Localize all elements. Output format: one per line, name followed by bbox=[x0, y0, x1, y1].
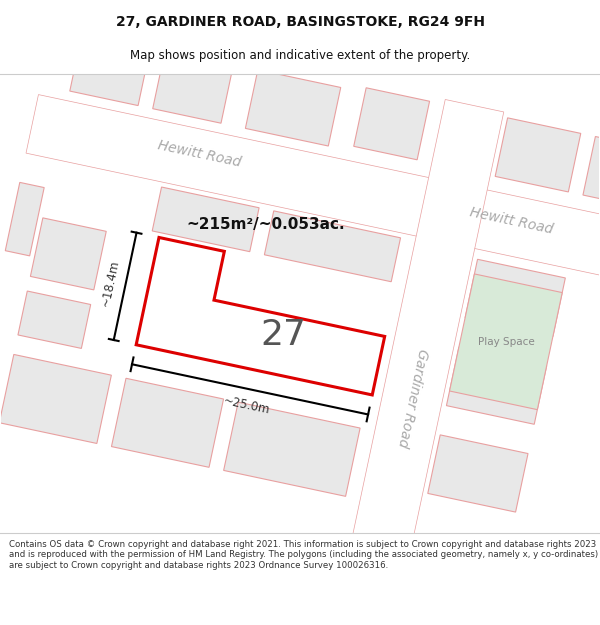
Text: 27, GARDINER ROAD, BASINGSTOKE, RG24 9FH: 27, GARDINER ROAD, BASINGSTOKE, RG24 9FH bbox=[115, 15, 485, 29]
Text: 27: 27 bbox=[260, 318, 306, 352]
Text: Hewitt Road: Hewitt Road bbox=[156, 139, 242, 170]
Polygon shape bbox=[18, 291, 91, 348]
Text: Map shows position and indicative extent of the property.: Map shows position and indicative extent… bbox=[130, 49, 470, 62]
Polygon shape bbox=[112, 378, 224, 468]
Polygon shape bbox=[583, 136, 600, 204]
Text: Contains OS data © Crown copyright and database right 2021. This information is : Contains OS data © Crown copyright and d… bbox=[9, 540, 598, 570]
Text: ~25.0m: ~25.0m bbox=[222, 394, 271, 418]
Polygon shape bbox=[0, 354, 112, 444]
Text: ~215m²/~0.053ac.: ~215m²/~0.053ac. bbox=[187, 217, 345, 232]
Polygon shape bbox=[136, 238, 385, 395]
Text: Gardiner Road: Gardiner Road bbox=[395, 348, 430, 449]
Polygon shape bbox=[26, 94, 600, 278]
Polygon shape bbox=[350, 99, 504, 561]
Text: ~18.4m: ~18.4m bbox=[99, 259, 122, 308]
Polygon shape bbox=[31, 218, 106, 290]
Polygon shape bbox=[428, 435, 528, 512]
Polygon shape bbox=[265, 211, 401, 282]
Polygon shape bbox=[465, 259, 565, 336]
Polygon shape bbox=[5, 182, 44, 256]
Polygon shape bbox=[245, 70, 341, 146]
Polygon shape bbox=[70, 32, 151, 106]
Text: Hewitt Road: Hewitt Road bbox=[468, 205, 554, 236]
Polygon shape bbox=[446, 347, 547, 424]
Text: Play Space: Play Space bbox=[478, 337, 534, 347]
Polygon shape bbox=[354, 88, 430, 160]
Polygon shape bbox=[449, 274, 562, 409]
Polygon shape bbox=[224, 402, 360, 496]
Polygon shape bbox=[152, 187, 259, 252]
Polygon shape bbox=[495, 118, 581, 192]
Polygon shape bbox=[153, 50, 233, 123]
